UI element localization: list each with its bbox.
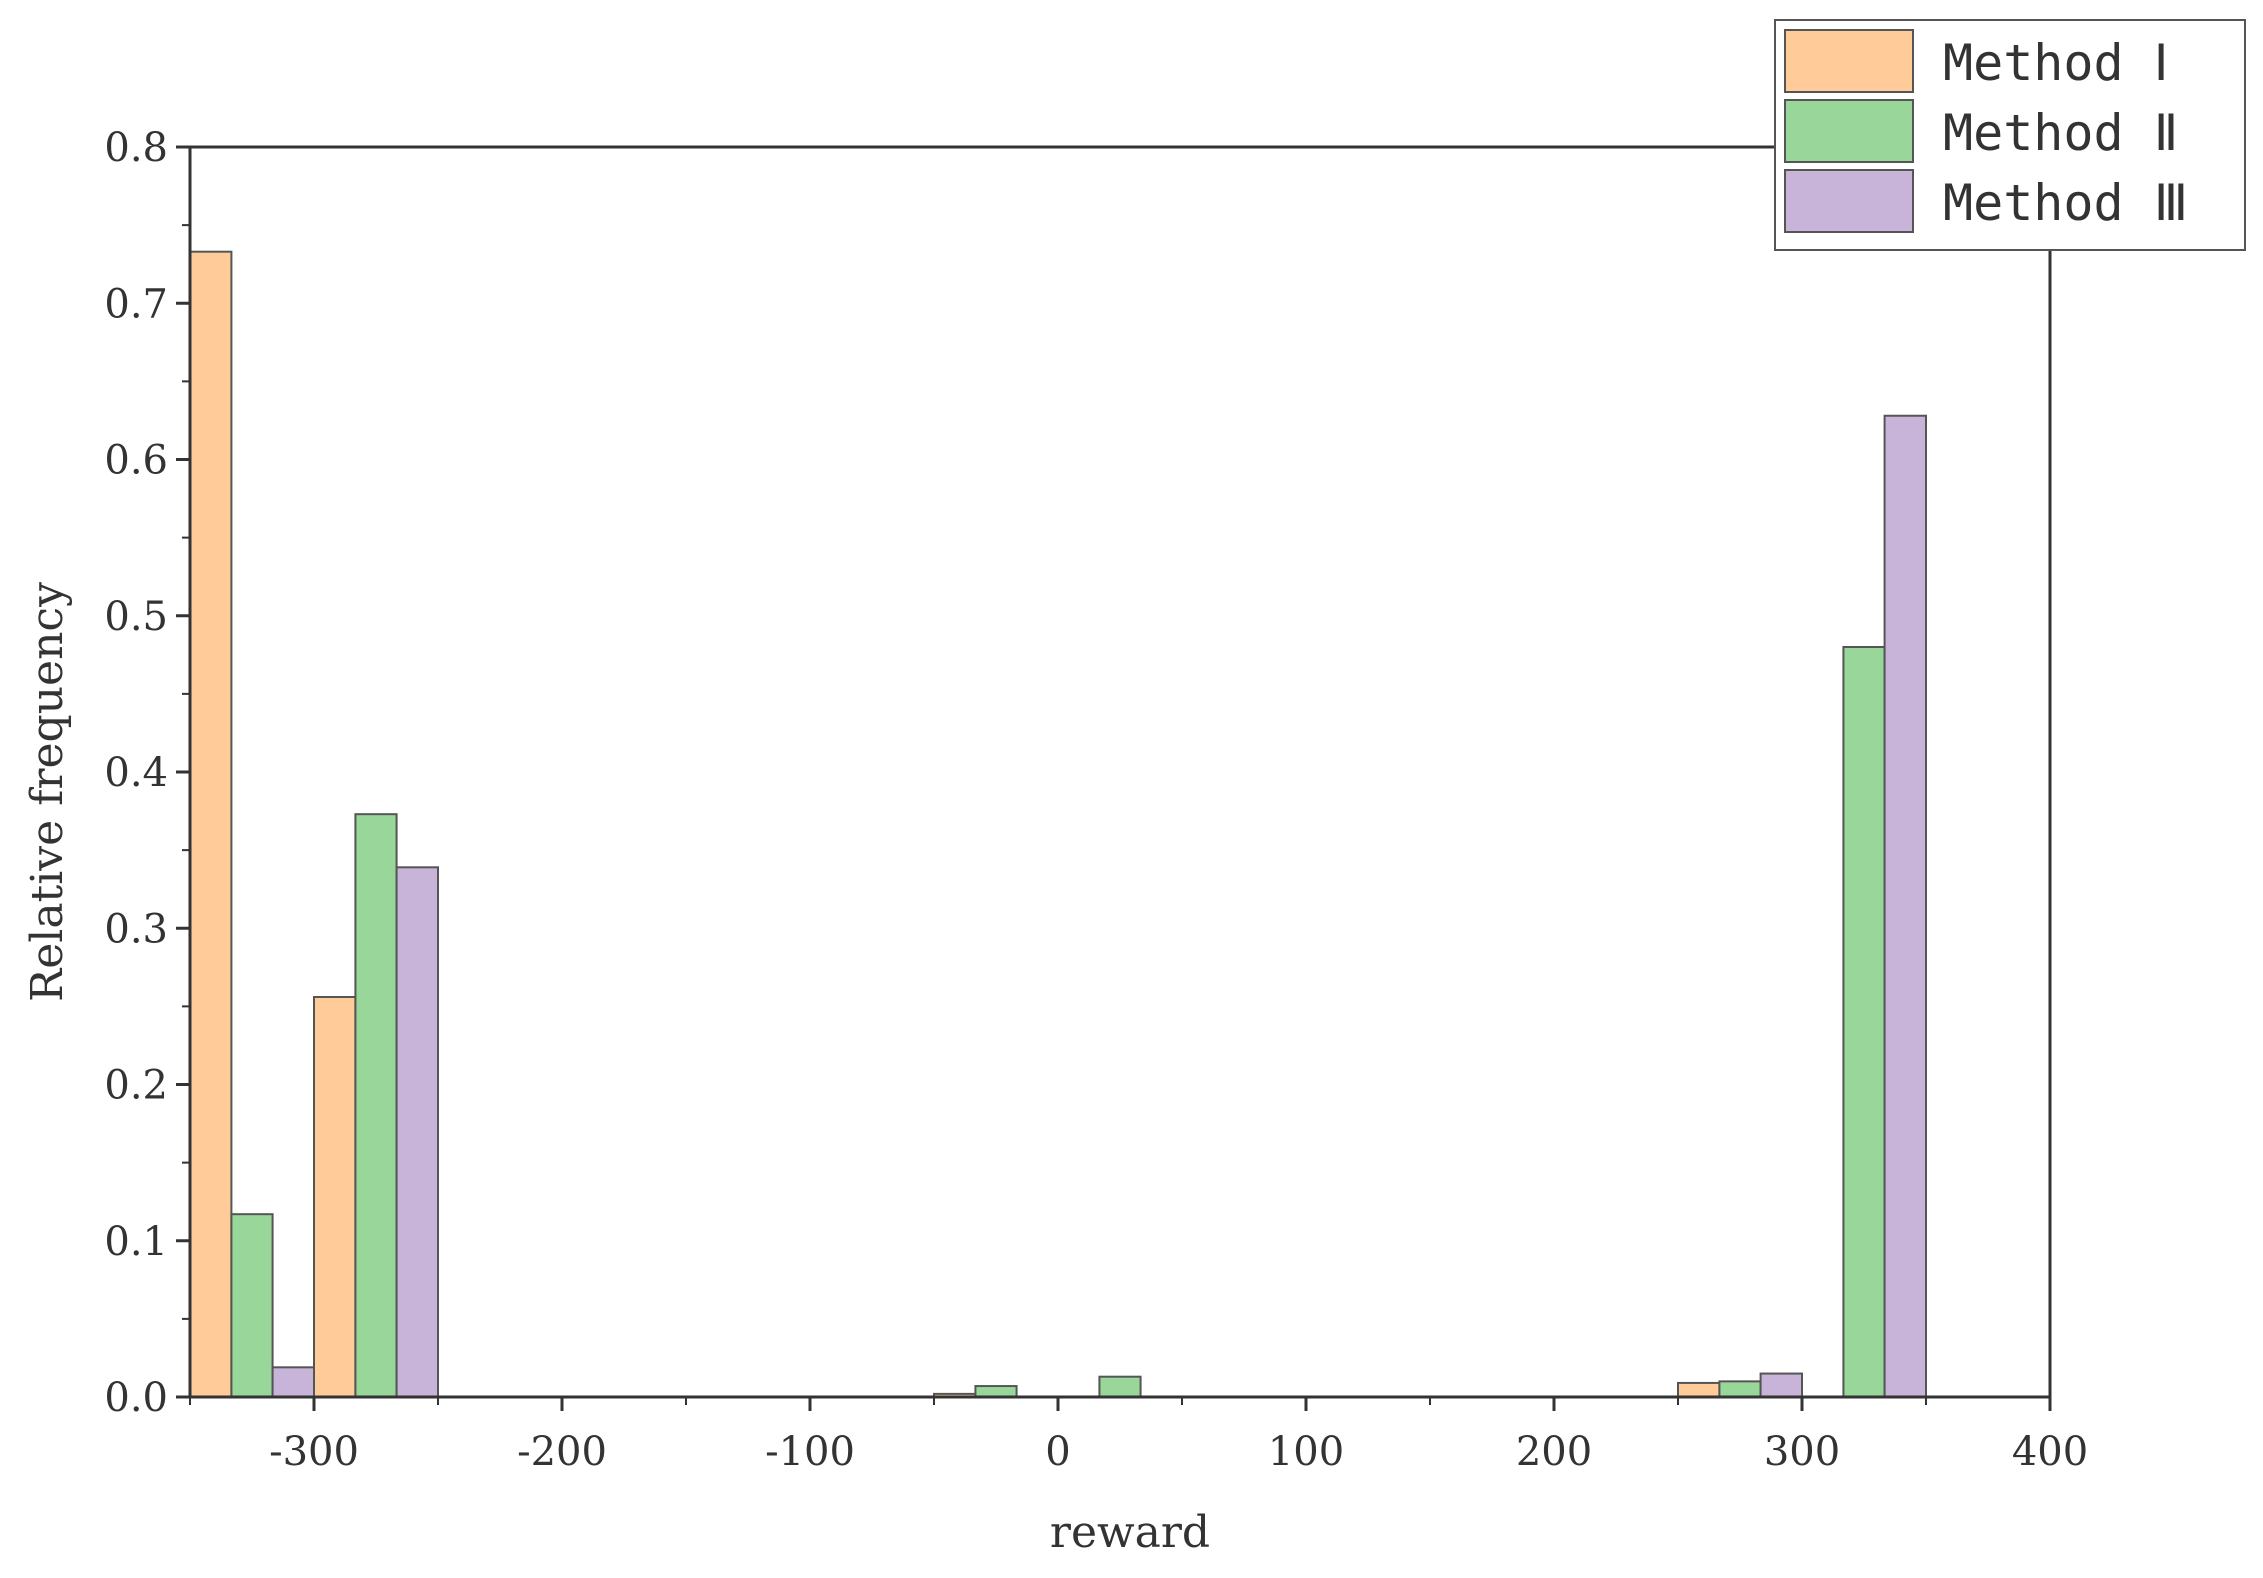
bar-series-1-4: [1677, 1381, 1721, 1398]
bar-series-3-2: [395, 866, 440, 1398]
bar-series-2-4: [1098, 1375, 1142, 1398]
y-tick-label: 0.7: [104, 281, 168, 327]
legend-label-2: Method Ⅱ: [1943, 104, 2178, 162]
bar-series-1-1: [189, 250, 233, 1398]
x-tick-label: 300: [1764, 1429, 1840, 1475]
x-axis-label: reward: [1050, 1507, 1210, 1558]
bar-series-2-5: [1718, 1380, 1762, 1398]
y-tick-label: 0.8: [104, 125, 168, 171]
x-tick-label: -300: [269, 1429, 359, 1475]
x-tick-label: 200: [1516, 1429, 1592, 1475]
y-axis-label: Relative frequency: [22, 582, 73, 1002]
x-tick-label: -100: [765, 1429, 855, 1475]
y-tick-label: 0.2: [104, 1063, 168, 1109]
y-tick-label: 0.6: [104, 438, 168, 484]
x-tick-label: 400: [2012, 1429, 2088, 1475]
bar-series-2-1: [230, 1213, 274, 1398]
y-tick-label: 0.5: [104, 594, 168, 640]
legend-label-3: Method Ⅲ: [1943, 174, 2188, 232]
bar-series-2-3: [974, 1385, 1018, 1398]
bar-series-1-2: [313, 996, 357, 1398]
x-tick-label: 100: [1268, 1429, 1344, 1475]
x-tick-label: -200: [517, 1429, 607, 1475]
y-tick-label: 0.0: [104, 1375, 168, 1421]
bar-series-2-6: [1842, 646, 1886, 1398]
legend-swatch-2: [1784, 99, 1914, 163]
y-tick-label: 0.4: [104, 750, 168, 796]
plot-frame: [188, 145, 2052, 1399]
bar-series-3-4: [1883, 414, 1927, 1398]
legend: Method Ⅰ Method Ⅱ Method Ⅲ: [1774, 19, 2246, 251]
y-axis: 0.0 0.1 0.2 0.3 0.4 0.5 0.6 0.7 0.8: [104, 125, 190, 1421]
bar-series-3-3: [1759, 1372, 1803, 1398]
x-tick-label: 0: [1045, 1429, 1070, 1475]
y-tick-label: 0.3: [104, 906, 168, 952]
legend-swatch-1: [1784, 29, 1914, 93]
x-axis: -300 -200 -100 0 100 200 300 400: [189, 1397, 2088, 1475]
y-tick-label: 0.1: [104, 1219, 168, 1265]
bar-series-2-2: [354, 813, 398, 1398]
legend-label-1: Method Ⅰ: [1943, 34, 2168, 92]
legend-swatch-3: [1784, 169, 1914, 233]
bar-series-3-1: [271, 1366, 316, 1398]
bars-layer: [189, 250, 1927, 1398]
